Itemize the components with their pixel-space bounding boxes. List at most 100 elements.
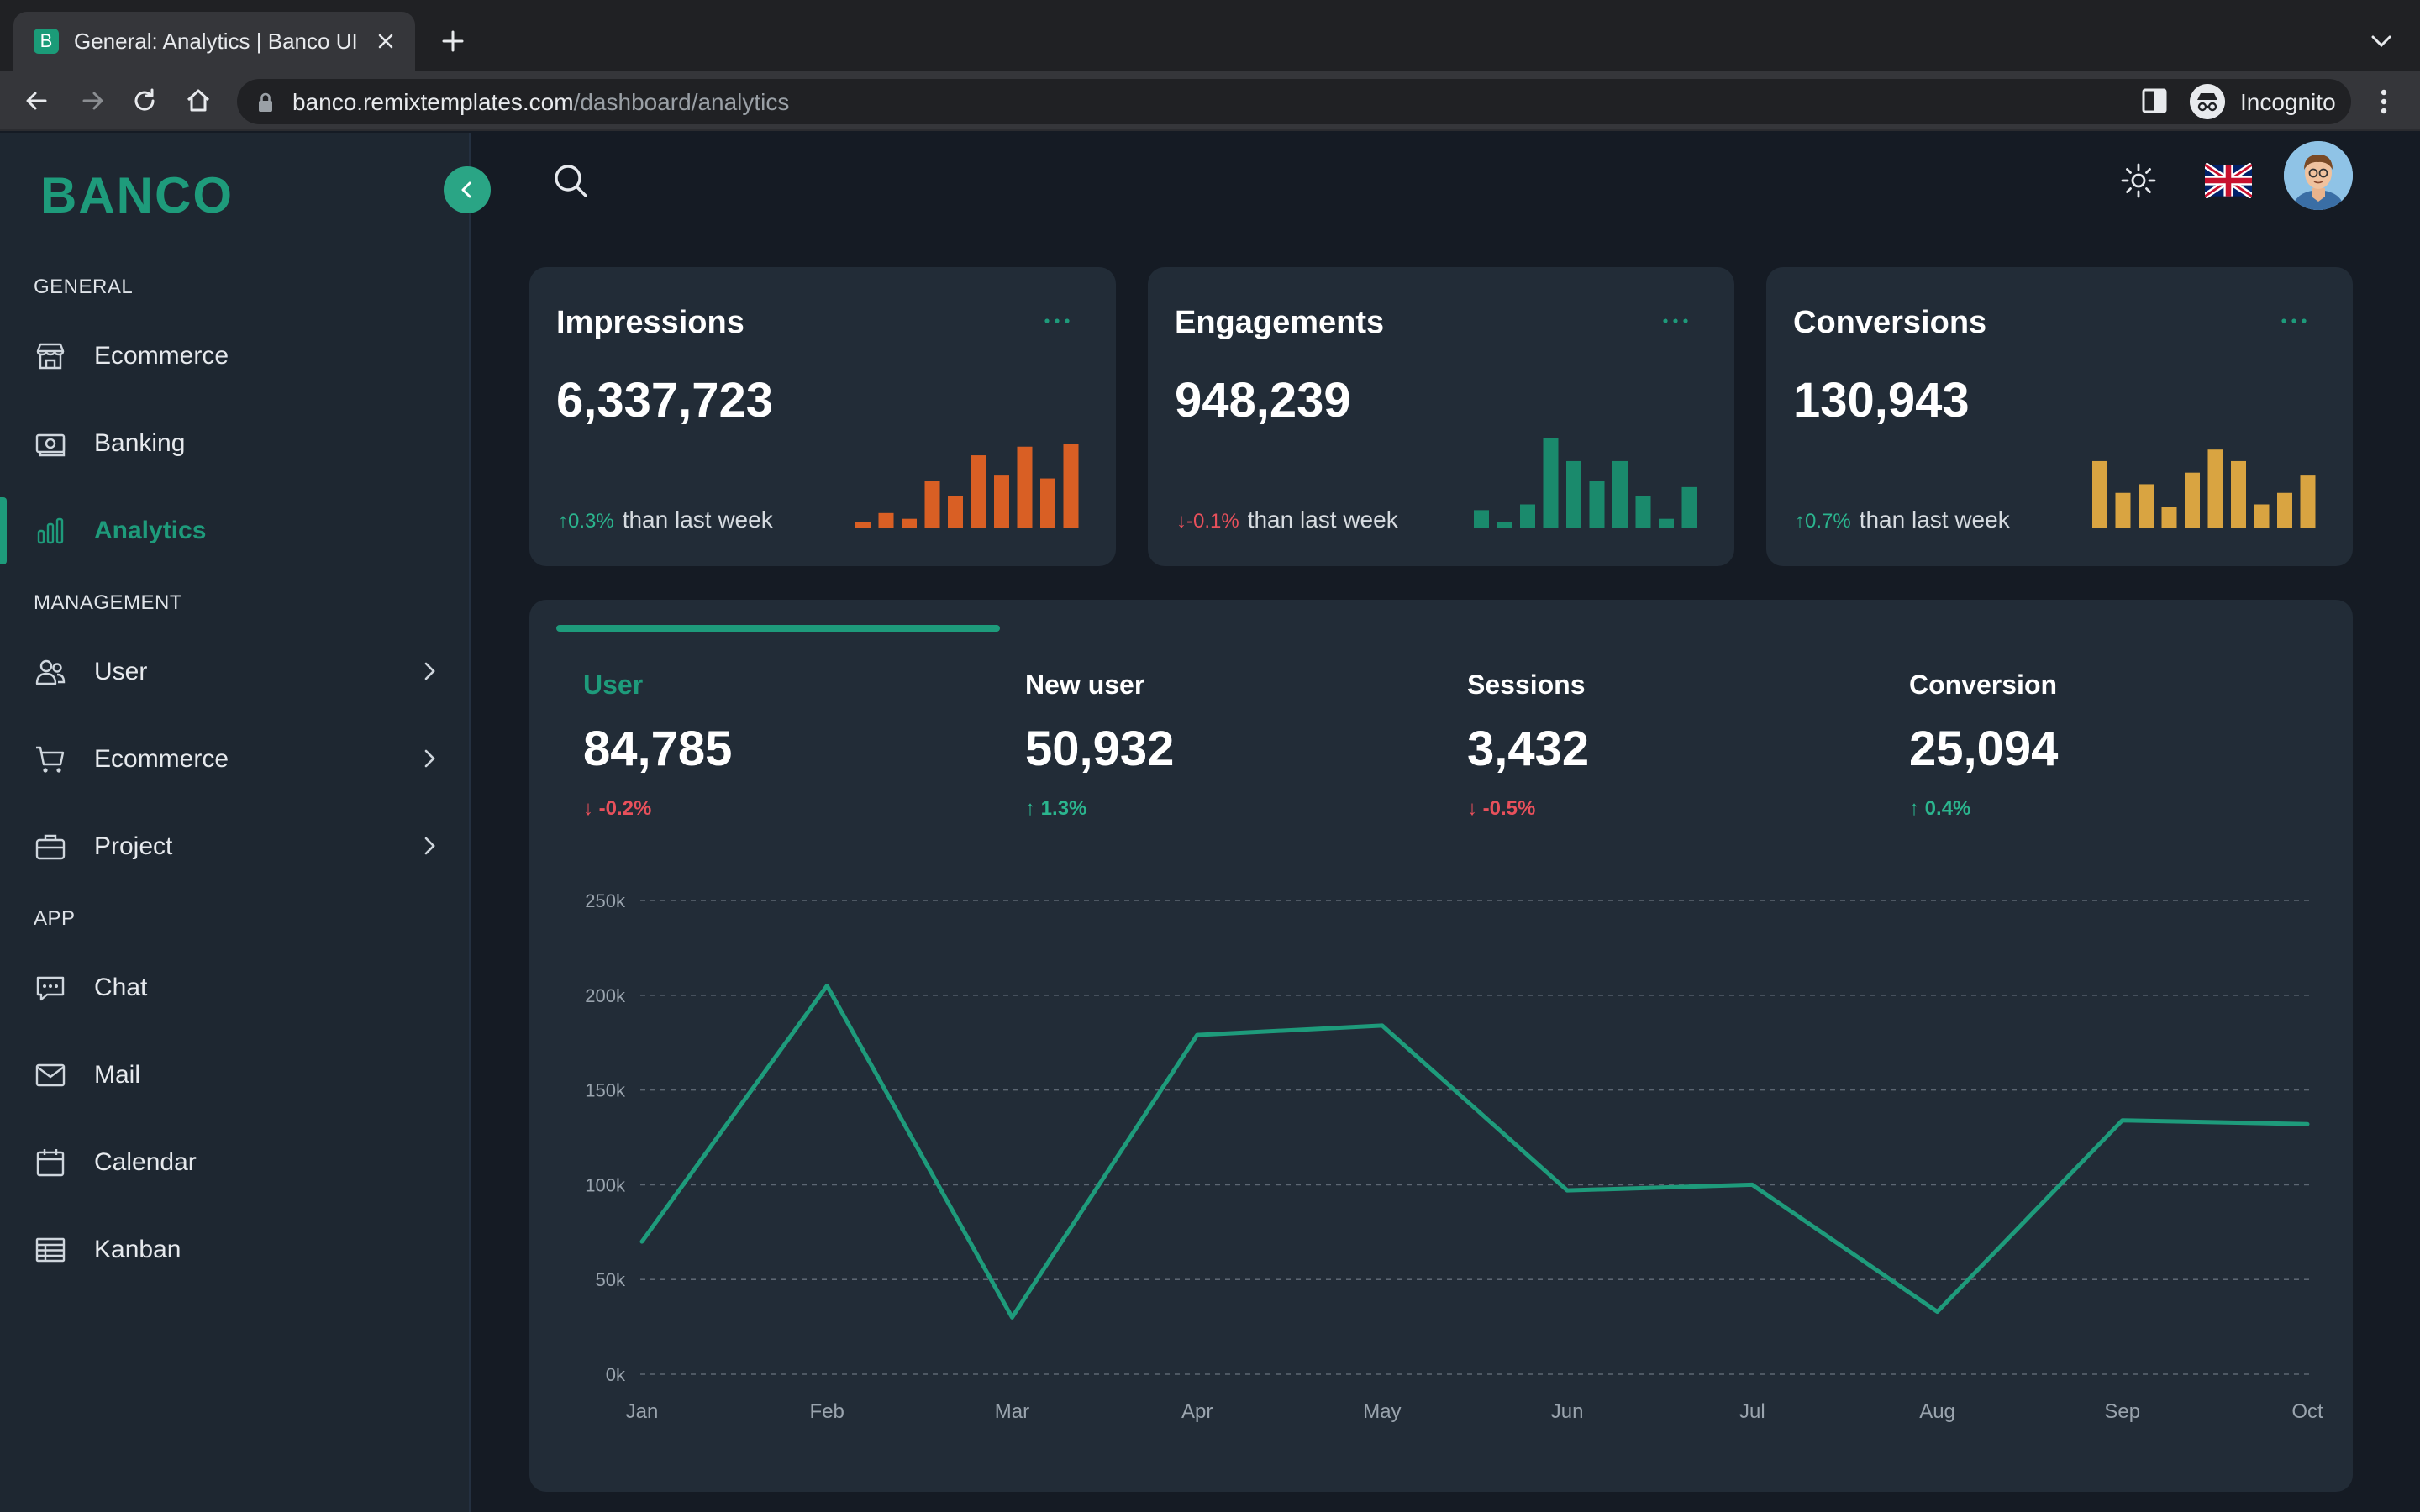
more-horizontal-icon[interactable] [1659,311,1692,331]
more-horizontal-icon[interactable] [1040,311,1074,331]
data-point[interactable] [1189,1026,1206,1043]
collapse-sidebar-button[interactable] [444,166,491,213]
more-vertical-icon[interactable] [2371,86,2396,118]
search-icon[interactable] [551,161,590,200]
back-icon[interactable] [20,84,54,118]
tab-title: General: Analytics | Banco UI [74,29,358,54]
y-tick-label: 50k [596,1269,626,1290]
chat-icon [36,976,65,1001]
engagements-card: Engagements 948,239 ↓-0.1% than last week [1148,267,1734,566]
lock-icon[interactable] [255,92,276,113]
tab-conversion[interactable]: Conversion 25,094 ↑ 0.4% [1909,659,2329,827]
card-delta: ↑0.7% than last week [1795,507,2010,534]
spark-bar [855,522,871,528]
tab-user[interactable]: User 84,785 ↓ -0.2% [583,659,1003,827]
spark-bar [1497,522,1512,528]
data-point[interactable] [1374,1017,1391,1034]
delta-value: 1.3% [1040,797,1087,820]
more-horizontal-icon[interactable] [2277,311,2311,331]
spark-bar [2139,484,2154,528]
metric-delta: ↑ 0.4% [1909,796,1970,822]
data-point[interactable] [1559,1182,1576,1199]
metric-label: Conversion [1909,669,2058,700]
avatar[interactable] [2284,141,2353,210]
card-title: Engagements [1175,305,1385,340]
incognito-profile-button[interactable]: Incognito [2183,79,2351,124]
uk-flag-icon[interactable] [2205,163,2252,198]
arrow-down-icon: ↓ [1467,797,1477,820]
sidebar-item-project[interactable]: Project [0,813,469,880]
spark-bar [948,496,963,528]
metric-value: 25,094 [1909,722,2059,776]
address-bar[interactable]: banco.remixtemplates.com/dashboard/analy… [237,79,2338,124]
spark-bar [971,455,986,528]
chevron-left-icon [461,181,471,198]
card-delta: ↑0.3% than last week [558,507,773,534]
table-icon [35,1237,66,1263]
card-value: 130,943 [1793,373,1970,428]
data-point[interactable] [2114,1112,2131,1129]
url-text: banco.remixtemplates.com/dashboard/analy… [292,89,789,116]
side-panel-icon[interactable] [2139,86,2170,116]
x-tick-label: Jul [1739,1400,1765,1423]
arrow-down-icon: ↓ [1176,510,1186,533]
sidebar-item-chat[interactable]: Chat [0,954,469,1021]
engagements-sparkline [1474,438,1697,528]
sidebar-item-user[interactable]: User [0,638,469,706]
card-title: Impressions [556,305,744,340]
y-tick-label: 200k [585,985,626,1006]
metric-delta: ↓ -0.2% [583,796,651,822]
sun-icon[interactable] [2119,161,2158,200]
data-point[interactable] [2299,1116,2316,1132]
x-tick-label: Oct [2291,1400,2323,1423]
delta-comparison: than last week [1247,507,1398,533]
sidebar-item-kanban[interactable]: Kanban [0,1216,469,1284]
reload-icon[interactable] [128,84,161,118]
sidebar-item-label: Kanban [94,1236,182,1263]
favicon-icon: B [34,29,59,54]
spark-bar [902,518,917,528]
sidebar: BANCO GENERAL Ecommerce Banking Analytic… [0,133,471,1512]
delta-comparison: than last week [622,507,773,533]
data-point[interactable] [818,978,835,995]
data-point[interactable] [1929,1304,1946,1320]
sidebar-item-ecommerce-management[interactable]: Ecommerce [0,726,469,793]
sidebar-item-banking[interactable]: Banking [0,410,469,477]
active-indicator [0,497,7,564]
tab-sessions[interactable]: Sessions 3,432 ↓ -0.5% [1467,659,1887,827]
spark-bar [1589,481,1605,528]
x-tick-label: Apr [1181,1400,1213,1423]
sidebar-item-analytics[interactable]: Analytics [0,497,469,564]
home-icon[interactable] [182,84,215,118]
incognito-icon [2190,84,2225,119]
x-tick-label: Sep [2104,1400,2140,1423]
forward-icon[interactable] [76,84,109,118]
data-point[interactable] [1744,1176,1760,1193]
data-point[interactable] [634,1233,650,1250]
chevron-right-icon [424,837,435,855]
spark-bar [1543,438,1559,528]
browser-tab[interactable]: B General: Analytics | Banco UI [13,12,415,71]
spark-bar [1040,478,1055,528]
metric-delta: ↑ 1.3% [1025,796,1086,822]
spark-bar [1063,444,1079,528]
spark-bar [924,481,940,528]
spark-bar [2254,504,2270,528]
sidebar-item-label: Ecommerce [94,745,229,773]
data-point[interactable] [1003,1309,1020,1326]
sidebar-item-label: Banking [94,429,186,457]
close-tab-icon[interactable] [373,29,398,54]
sidebar-item-mail[interactable]: Mail [0,1042,469,1109]
logo[interactable]: BANCO [40,167,234,223]
chevron-right-icon [424,662,435,680]
spark-bar [994,475,1009,528]
chevron-right-icon [424,749,435,768]
spark-bar [1566,460,1581,528]
sidebar-item-calendar[interactable]: Calendar [0,1129,469,1196]
arrow-up-icon: ↑ [558,510,568,533]
tab-search-chevron-icon[interactable] [2365,27,2398,57]
card-delta: ↓-0.1% than last week [1176,507,1398,534]
new-tab-icon[interactable] [437,25,469,57]
tab-new-user[interactable]: New user 50,932 ↑ 1.3% [1025,659,1445,827]
sidebar-item-ecommerce[interactable]: Ecommerce [0,323,469,390]
